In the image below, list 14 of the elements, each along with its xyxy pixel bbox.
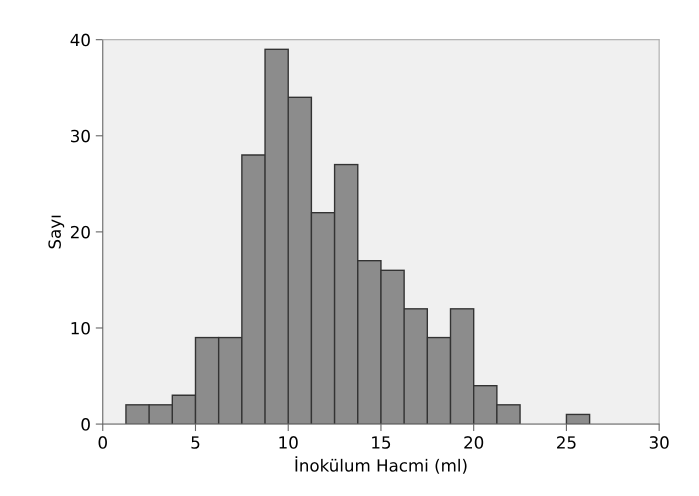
y-tick-label: 30 xyxy=(71,130,90,142)
x-axis-title: İnokülum Hacmi (ml) xyxy=(296,456,467,474)
x-tick-label: 20 xyxy=(464,436,484,449)
x-tick-label: 5 xyxy=(191,436,200,449)
x-tick-label: 10 xyxy=(279,436,298,449)
y-tick-label: 40 xyxy=(70,34,90,46)
y-tick-label: 20 xyxy=(70,226,90,238)
x-tick-label: 30 xyxy=(650,436,669,449)
y-axis-title: Sayı xyxy=(48,216,64,248)
x-tick-label: 25 xyxy=(557,436,576,449)
y-tick-label: 10 xyxy=(72,322,90,335)
x-tick-label: 0 xyxy=(98,436,107,449)
x-tick-label: 15 xyxy=(372,436,390,449)
y-tick-label: 0 xyxy=(81,418,90,431)
